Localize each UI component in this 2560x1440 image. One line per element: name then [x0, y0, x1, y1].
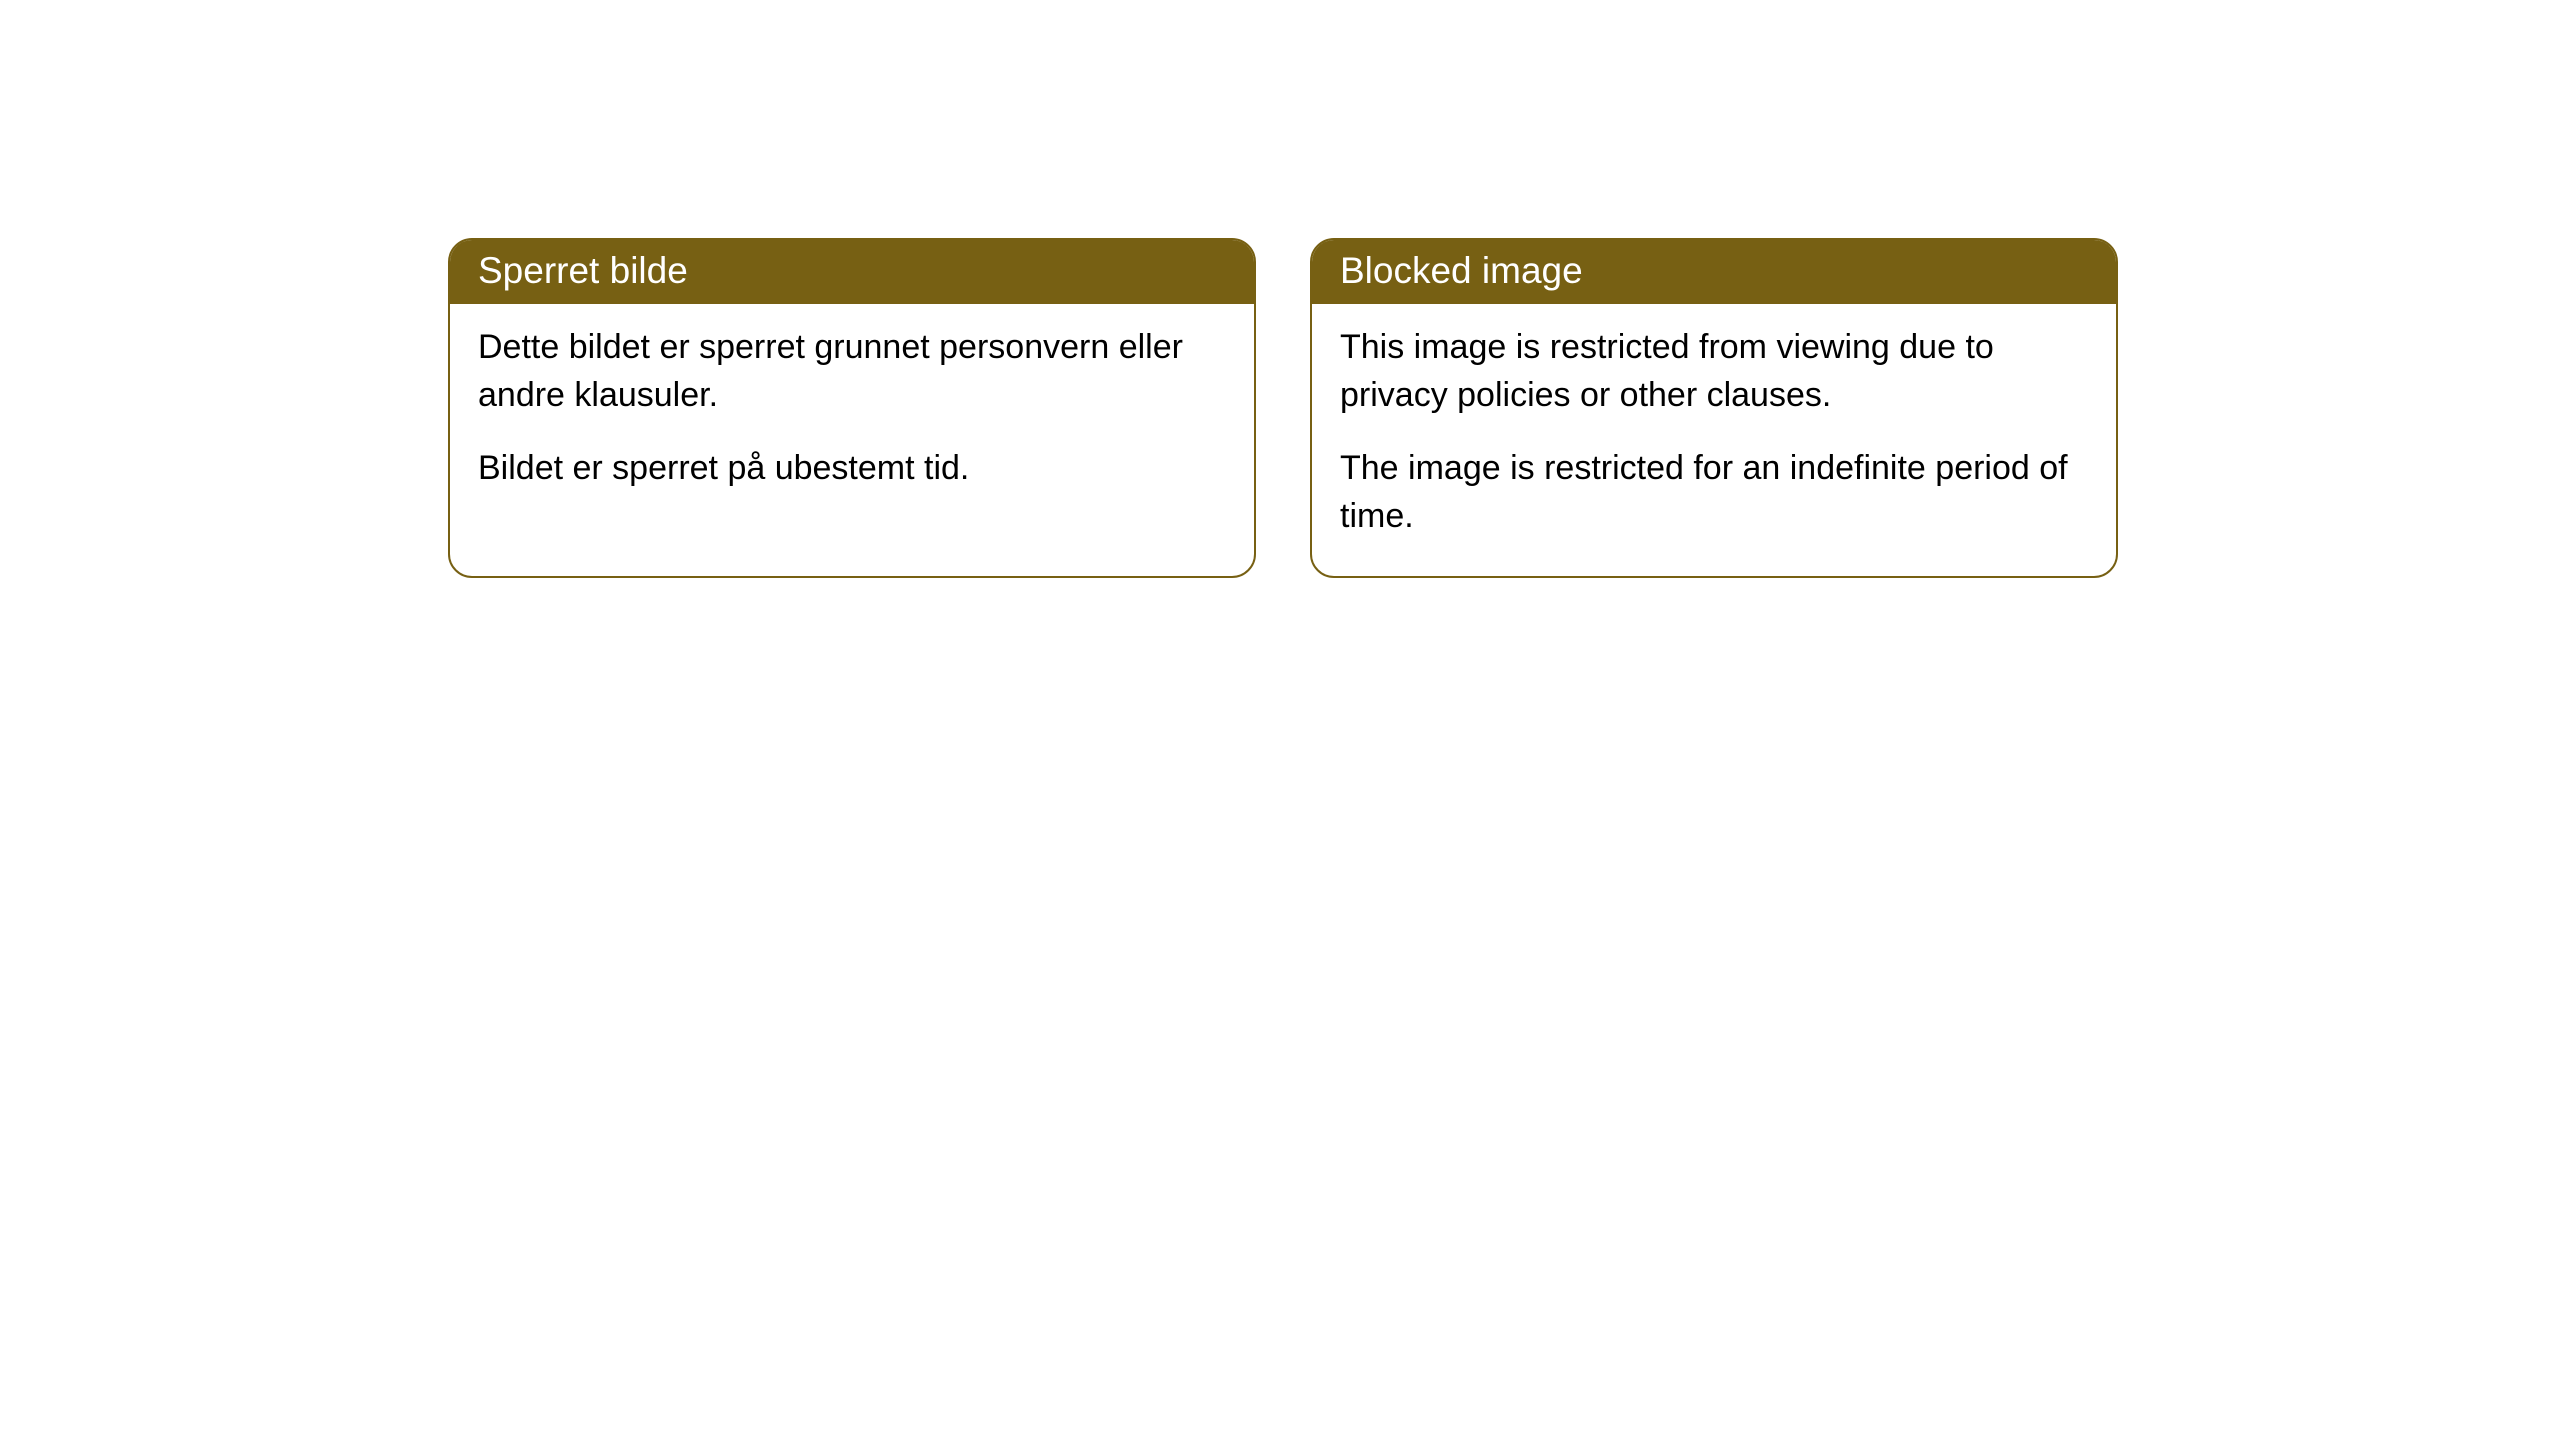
- card-paragraph-english-1: This image is restricted from viewing du…: [1340, 324, 2088, 419]
- notice-card-norwegian: Sperret bilde Dette bildet er sperret gr…: [448, 238, 1256, 578]
- card-body-english: This image is restricted from viewing du…: [1312, 304, 2116, 576]
- notice-card-english: Blocked image This image is restricted f…: [1310, 238, 2118, 578]
- card-paragraph-norwegian-2: Bildet er sperret på ubestemt tid.: [478, 445, 1226, 493]
- card-paragraph-english-2: The image is restricted for an indefinit…: [1340, 445, 2088, 540]
- card-body-norwegian: Dette bildet er sperret grunnet personve…: [450, 304, 1254, 529]
- card-paragraph-norwegian-1: Dette bildet er sperret grunnet personve…: [478, 324, 1226, 419]
- card-header-norwegian: Sperret bilde: [450, 240, 1254, 304]
- card-title-english: Blocked image: [1340, 250, 1583, 291]
- card-header-english: Blocked image: [1312, 240, 2116, 304]
- card-title-norwegian: Sperret bilde: [478, 250, 688, 291]
- notice-container: Sperret bilde Dette bildet er sperret gr…: [448, 238, 2118, 578]
